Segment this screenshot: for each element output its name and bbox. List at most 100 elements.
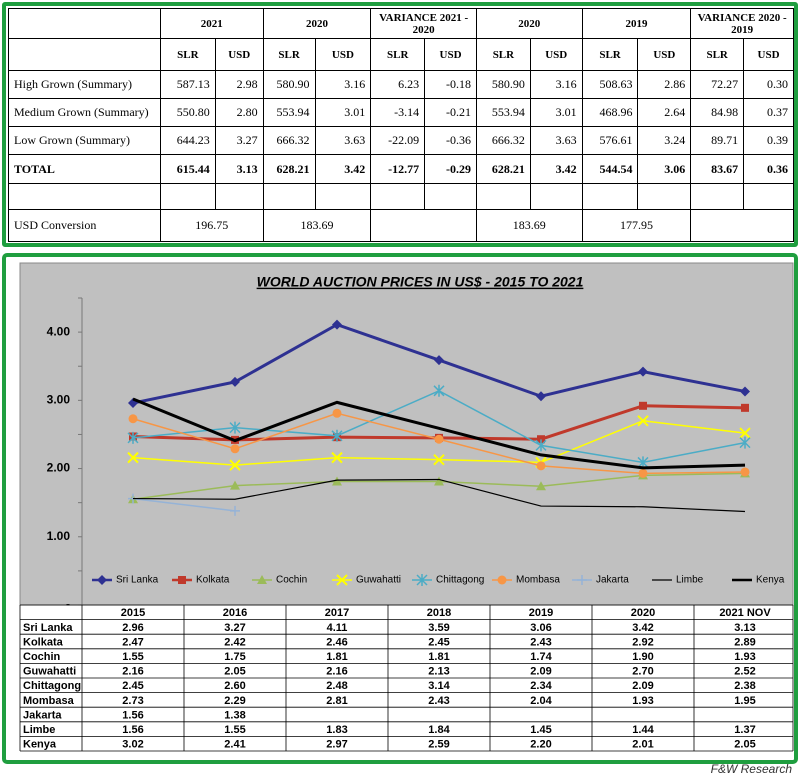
x-tick-label: 2018	[427, 607, 451, 619]
row-label: Medium Grown (Summary)	[8, 98, 161, 127]
legend-label: Cochin	[276, 575, 307, 586]
data-point	[127, 451, 139, 464]
row-label: High Grown (Summary)	[8, 70, 161, 99]
table-value: 1.56	[122, 709, 143, 721]
table-value: 2.45	[122, 680, 143, 692]
cell: 544.54	[581, 154, 639, 184]
data-point	[128, 414, 138, 424]
table-value: 1.95	[734, 695, 755, 707]
blank-cell	[314, 183, 372, 210]
data-point	[638, 468, 648, 478]
table-value: 2.73	[122, 695, 143, 707]
series-line	[132, 478, 746, 513]
data-point	[536, 461, 546, 471]
table-value: 1.83	[326, 724, 347, 736]
subheader: USD	[214, 38, 264, 71]
blank-cell	[159, 183, 216, 210]
column-header: 2020	[262, 8, 372, 39]
data-point	[535, 439, 547, 452]
data-point	[331, 451, 343, 464]
legend-label: Mombasa	[516, 575, 560, 586]
cell: 553.94	[475, 98, 531, 127]
subheader: SLR	[475, 38, 531, 71]
data-point	[332, 476, 342, 486]
data-point	[127, 431, 139, 444]
cell: 2.98	[214, 70, 264, 99]
table-value: 3.14	[428, 680, 450, 692]
table-value: 2.01	[632, 739, 653, 751]
row-label: USD Conversion	[8, 209, 161, 242]
data-point	[434, 434, 444, 444]
x-tick-label: 2021 NOV	[719, 607, 771, 619]
table-value: 3.02	[122, 739, 143, 751]
x-tick-label: 2017	[325, 607, 349, 619]
table-value: 2.04	[530, 695, 552, 707]
data-point	[433, 384, 445, 397]
table-value: 3.42	[632, 622, 653, 634]
table-row-label: Chittagong	[23, 680, 81, 692]
y-tick-label: 2.00	[47, 461, 71, 475]
cell: 580.90	[475, 70, 531, 99]
blank-cell	[743, 183, 794, 210]
cell: 587.13	[159, 70, 216, 99]
table-value: 1.93	[632, 695, 653, 707]
y-tick-label: -	[66, 597, 70, 611]
table-value: 1.81	[428, 651, 449, 663]
table-value: 1.37	[734, 724, 755, 736]
cell: 2.86	[637, 70, 692, 99]
table-value: 3.06	[530, 622, 551, 634]
row-label: Low Grown (Summary)	[8, 126, 161, 155]
series	[132, 478, 746, 513]
table-value: 2.45	[428, 636, 449, 648]
source: F&W Research	[711, 762, 793, 776]
data-point	[229, 421, 241, 434]
y-tick-label: 3.00	[47, 393, 71, 407]
data-row: Medium Grown (Summary) 550.80 2.80 553.94 3.…	[8, 98, 794, 127]
blank-cell	[581, 183, 639, 210]
cell: 6.23	[370, 70, 426, 99]
table-value: 2.96	[122, 622, 143, 634]
table-value: 2.16	[122, 666, 143, 678]
cell: 644.23	[159, 126, 216, 155]
legend-label: Kenya	[756, 575, 785, 586]
series	[127, 415, 751, 471]
cell: 3.13	[214, 154, 264, 184]
series	[127, 384, 751, 469]
data-point	[740, 386, 750, 397]
cell: 508.63	[581, 70, 639, 99]
summary-table: 2021 2020 VARIANCE 2021 - 2020 2020 2019 VARI…	[8, 8, 794, 242]
data-point	[230, 480, 240, 490]
legend-label: Jakarta	[596, 575, 629, 586]
data-point	[331, 429, 343, 442]
cell: 89.71	[690, 126, 745, 155]
summary-table-box: 2021 2020 VARIANCE 2021 - 2020 2020 2019 VARI…	[2, 2, 798, 247]
table-value: 2.43	[530, 636, 551, 648]
data-point	[230, 376, 240, 387]
cell: 3.63	[529, 126, 583, 155]
cell: 3.24	[637, 126, 692, 155]
table-value: 2.41	[224, 739, 245, 751]
table-value: 2.52	[734, 666, 755, 678]
table-value: 4.11	[327, 622, 348, 634]
data-point	[434, 476, 444, 486]
subheader: SLR	[262, 38, 316, 71]
table-value: 1.38	[224, 709, 245, 721]
x-tick-label: 2020	[631, 607, 655, 619]
subheader: USD	[637, 38, 692, 71]
table-value: 1.75	[224, 651, 245, 663]
data-point	[230, 505, 240, 516]
legend-marker	[497, 575, 507, 585]
cell: 550.80	[159, 98, 216, 127]
table-row-label: Kenya	[23, 739, 57, 751]
cell: -0.36	[424, 126, 477, 155]
table-value: 2.89	[734, 636, 755, 648]
table-row-label: Sri Lanka	[23, 622, 73, 634]
data-point	[739, 436, 751, 449]
data-point	[229, 459, 241, 471]
cell: 177.95	[581, 209, 692, 242]
cell: 0.37	[743, 98, 794, 127]
table-value: 2.46	[326, 636, 347, 648]
cell: 580.90	[262, 70, 316, 99]
